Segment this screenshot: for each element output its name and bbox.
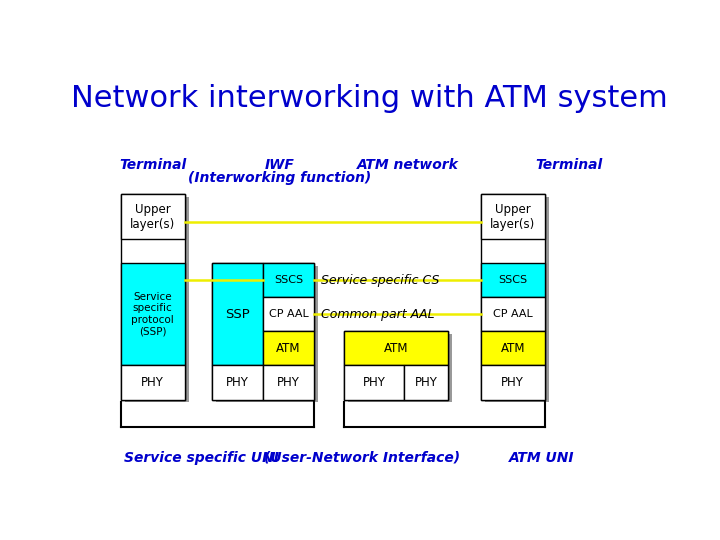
Text: ATM: ATM xyxy=(276,342,301,355)
Bar xyxy=(481,194,545,239)
Text: Upper
layer(s): Upper layer(s) xyxy=(130,202,176,231)
Text: (Interworking function): (Interworking function) xyxy=(188,171,372,185)
Text: CP AAL: CP AAL xyxy=(269,309,309,319)
Bar xyxy=(121,194,185,400)
Text: Terminal: Terminal xyxy=(120,158,186,172)
Bar xyxy=(263,263,315,297)
Text: PHY: PHY xyxy=(141,376,164,389)
Text: ATM UNI: ATM UNI xyxy=(509,451,575,465)
Text: (User-Network Interface): (User-Network Interface) xyxy=(264,451,460,465)
Bar xyxy=(481,332,545,366)
Text: SSP: SSP xyxy=(225,308,250,321)
Text: Service
specific
protocol
(SSP): Service specific protocol (SSP) xyxy=(132,292,174,336)
Text: Service specific UNI: Service specific UNI xyxy=(124,451,279,465)
Text: ATM network: ATM network xyxy=(357,158,459,172)
Text: PHY: PHY xyxy=(415,376,437,389)
Text: IWF: IWF xyxy=(265,158,294,172)
Bar xyxy=(344,332,448,400)
Text: Service specific CS: Service specific CS xyxy=(321,274,439,287)
Bar xyxy=(212,263,263,366)
Bar xyxy=(485,197,549,402)
Bar xyxy=(481,297,545,332)
Bar xyxy=(348,334,451,402)
Text: ATM: ATM xyxy=(500,342,525,355)
Bar xyxy=(481,194,545,400)
Text: SSCS: SSCS xyxy=(274,275,303,285)
Text: PHY: PHY xyxy=(226,376,248,389)
Bar xyxy=(212,366,263,400)
Bar xyxy=(404,366,448,400)
Text: SSCS: SSCS xyxy=(498,275,527,285)
Text: Common part AAL: Common part AAL xyxy=(321,308,435,321)
Text: PHY: PHY xyxy=(501,376,524,389)
Bar xyxy=(121,366,185,400)
Bar xyxy=(481,366,545,400)
Text: ATM: ATM xyxy=(384,342,408,355)
Bar xyxy=(263,297,315,332)
Bar xyxy=(121,263,185,366)
Text: PHY: PHY xyxy=(277,376,300,389)
Text: Upper
layer(s): Upper layer(s) xyxy=(490,202,535,231)
Bar xyxy=(481,263,545,297)
Bar xyxy=(344,332,448,366)
Text: Terminal: Terminal xyxy=(535,158,603,172)
Bar xyxy=(263,332,315,366)
Bar xyxy=(121,194,185,239)
Bar xyxy=(215,266,318,402)
Bar xyxy=(344,366,404,400)
Bar xyxy=(212,263,315,400)
Bar xyxy=(263,366,315,400)
Bar xyxy=(125,197,189,402)
Text: Network interworking with ATM system: Network interworking with ATM system xyxy=(71,84,667,112)
Text: CP AAL: CP AAL xyxy=(492,309,533,319)
Text: PHY: PHY xyxy=(363,376,385,389)
